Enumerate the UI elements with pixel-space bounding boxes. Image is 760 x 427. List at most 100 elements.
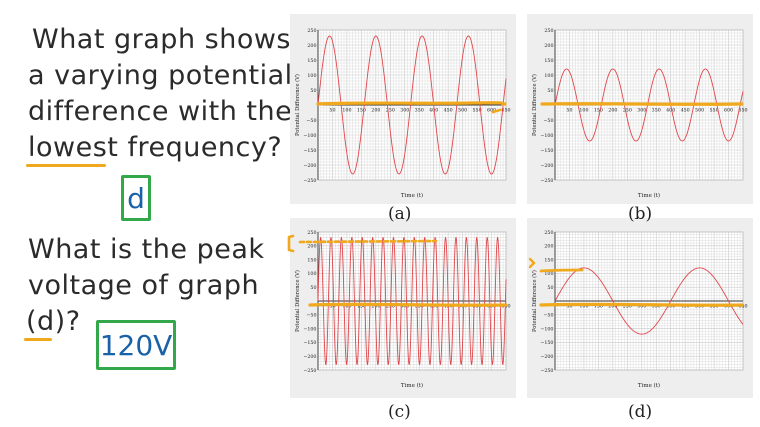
question-1-line-3: difference with the [28,96,293,127]
question-1-line-2: a varying potential [28,60,293,91]
question-2-line-1: What is the peak [28,234,265,265]
graph-c-x-axis-label: Time (t) [401,382,423,389]
graph-d-x-tick-label: 100 [579,304,588,310]
graph-a-x-tick-label: 350 [415,108,424,114]
graph-b-x-tick-label: 650 [738,108,747,114]
graph-d-y-tick-label: −100 [540,326,553,332]
graph-c-y-tick-label: 200 [307,244,316,250]
graph-a-y-axis-label: Potential Difference (V) [294,74,301,136]
graph-d-x-tick-label: 650 [738,304,747,310]
graph-a-series-line [317,35,507,175]
graph-b-x-axis-label: Time (t) [638,192,660,199]
graph-c-axis-highlight [308,302,508,307]
graph-b-x-tick-label: 250 [623,108,632,114]
graph-b-y-tick-label: 150 [544,58,553,64]
graph-b-y-tick-label: 100 [544,73,553,79]
graph-d-x-tick-label: 200 [608,304,617,310]
graph-b-y-tick-label: −100 [540,133,553,139]
graph-c-x-tick-label: 350 [415,304,424,310]
graph-b-y-tick-label: −50 [543,118,553,124]
graph-b-x-tick-label: 200 [608,108,617,114]
graph-b-x-tick-label: 450 [681,108,690,114]
graph-a-axis-highlight [316,101,507,106]
graph-b-y-tick-label: −250 [540,178,553,184]
graph-c-y-tick-label: −150 [303,340,316,346]
answer-2-box: 120V [96,320,176,370]
graph-d-x-tick-label: 300 [637,304,646,310]
graph-d-y-tick-label: −150 [540,340,553,346]
graph-d-axis-highlight [539,302,744,307]
graph-c-bracket-highlight [287,234,295,253]
graph-a-y-tick-label: −100 [303,133,316,139]
graph-d-x-tick-label: 150 [594,304,603,310]
graph-c-x-tick-label: 50 [329,304,335,310]
graph-d-y-tick-label: 200 [544,244,553,250]
graph-d-x-tick-label: 50 [566,304,572,310]
graph-d-y-axis-label: Potential Difference (V) [531,270,538,332]
graph-b-y-tick-label: 50 [547,88,553,94]
graph-d-y-tick-label: −50 [543,313,553,319]
graph-b-x-tick-label: 350 [652,108,661,114]
graph-c-x-tick-label: 150 [357,304,366,310]
question-1-line-4: lowest frequency? [28,132,283,163]
graph-a-y-tick-label: 200 [307,43,316,49]
graph-b-axis-highlight [540,102,744,106]
graph-a-x-axis-label: Time (t) [401,192,423,199]
graph-c-y-tick-label: −50 [306,313,316,319]
question-1-line-1: What graph shows [32,24,291,55]
graph-a-x-tick-label: 400 [429,108,438,114]
graph-d-y-tick-label: 250 [544,230,553,236]
question-2-line-3: (d)? [26,306,81,337]
graph-d-y-tick-label: 100 [544,271,553,277]
graph-b-caption: (b) [628,204,653,224]
graph-b-x-tick-label: 300 [637,108,646,114]
graph-d-underline [24,338,52,341]
graph-d-caption: (d) [628,402,653,422]
graph-c-y-tick-label: 100 [307,271,316,277]
graph-d-x-tick-label: 350 [652,304,661,310]
graph-d-peak-highlight [539,268,584,273]
graph-d-x-axis-label: Time (t) [638,382,660,389]
graph-d-y-tick-label: 150 [544,257,553,263]
graph-a-y-tick-label: −50 [306,118,316,124]
graph-c-y-tick-label: −200 [303,354,316,360]
graph-c-y-tick-label: 250 [307,230,316,236]
graph-a-y-tick-label: −150 [303,148,316,154]
question-2-line-2: voltage of graph [28,270,260,301]
graph-c-y-tick-label: −100 [303,326,316,332]
graph-a-x-tick-label: 100 [342,108,351,114]
graph-a-y-tick-label: 150 [307,58,316,64]
graph-c-x-tick-label: 100 [342,304,351,310]
graph-c-y-tick-label: 150 [307,257,316,263]
graph-a-y-tick-label: 50 [310,88,316,94]
lowest-underline [26,164,106,167]
graph-b-y-tick-label: 200 [544,43,553,49]
graph-d-series-line [554,267,744,335]
graph-b-x-tick-label: 550 [709,108,718,114]
graph-a-x-tick-label: 550 [472,108,481,114]
answer-1-box: d [121,175,151,221]
graph-b-x-tick-label: 400 [666,108,675,114]
graph-a-x-tick-label: 650 [501,108,510,114]
graph-c-caption: (c) [388,402,411,422]
graph-a-y-tick-label: −200 [303,163,316,169]
graph-a-y-tick-label: 100 [307,73,316,79]
graph-b-y-axis-label: Potential Difference (V) [531,74,538,136]
graph-d-x-tick-label: 250 [623,304,632,310]
graph-b-y-tick-label: 250 [544,28,553,34]
graph-d-y-tick-label: 50 [547,285,553,291]
graph-a-y-tick-label: −250 [303,178,316,184]
graph-b-x-tick-label: 50 [566,108,572,114]
graph-a-x-tick-label: 450 [444,108,453,114]
graph-b-x-tick-label: 100 [579,108,588,114]
graph-c-series-line [317,236,507,366]
graph-b-x-tick-label: 150 [594,108,603,114]
graph-a-caption: (a) [388,204,412,224]
graph-a-x-tick-label: 300 [400,108,409,114]
graph-a-x-tick-label: 50 [329,108,335,114]
graph-c-x-tick-label: 300 [400,304,409,310]
graph-c-peak-dashed-highlight [298,239,438,244]
graph-a-x-tick-label: 600 [487,108,496,114]
graph-b-y-tick-label: −200 [540,163,553,169]
